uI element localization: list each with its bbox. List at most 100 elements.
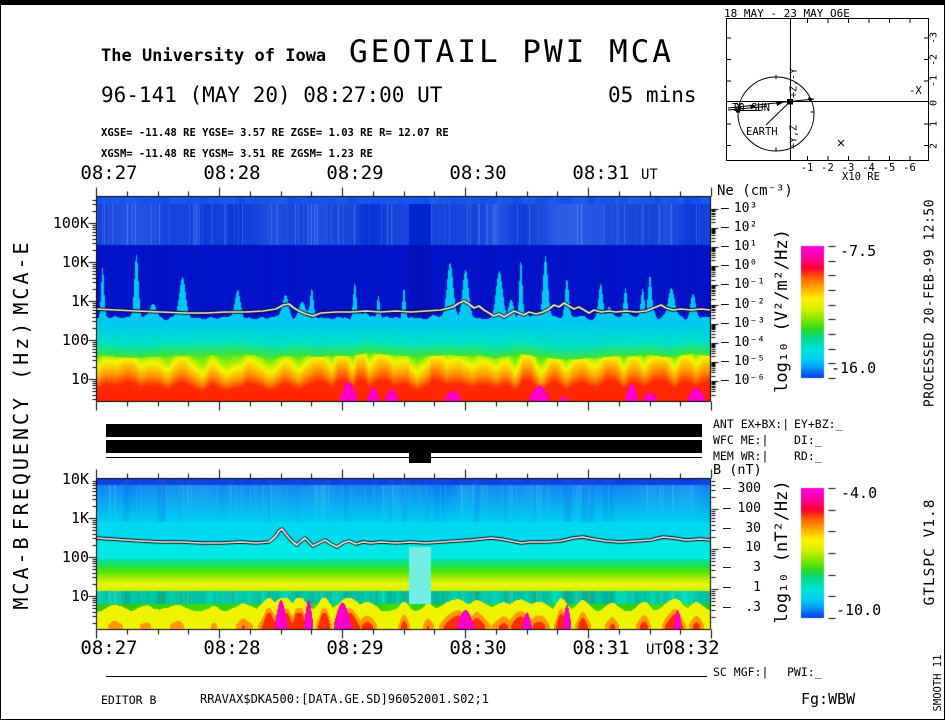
freq-tick-label-b: 100 (61, 548, 89, 566)
freq-tick-label-b: 10K (61, 470, 89, 488)
b-tick: –300 (723, 481, 761, 496)
mca-e-panel-label: MCA-E (9, 239, 33, 315)
b-tick-dash: – (723, 481, 731, 496)
ne-tick-value: 10⁻⁶ (733, 373, 766, 389)
time-label-bottom-end: 08:32 (662, 637, 720, 659)
time-label-bottom: 08:29 (326, 637, 384, 659)
orbit-y-tick: -3 (928, 31, 940, 45)
orbit-x-tick: -4 (862, 162, 875, 174)
ne-tick-dash: – (721, 296, 729, 312)
ne-tick-dash: – (721, 373, 729, 389)
colorbar-e-max: -7.5 (840, 242, 877, 260)
fg-label: Fg:WBW (801, 690, 856, 708)
orbit-plot (726, 18, 929, 161)
time-label-top: 08:28 (203, 162, 261, 184)
colorbar-b-axis-label: log₁₀ (nT²/Hz) (772, 480, 792, 624)
orbit-scale-label: X10 RE (842, 171, 880, 183)
duration-label: 05 mins (608, 83, 697, 107)
ant-status-bar (106, 424, 702, 437)
ne-scale-title: Ne (cm⁻³) (717, 183, 793, 199)
ne-tick: –10³ (721, 201, 757, 216)
to-sun-label: TO SUN (732, 102, 770, 114)
ne-tick-dash: – (721, 219, 729, 235)
b-tick-dash: – (723, 520, 731, 536)
orbit-axis-right-label: -X (909, 85, 922, 97)
b-tick: – .3 (723, 600, 761, 615)
orbit-y-tick: -2 (928, 53, 940, 66)
b-tick-value: 300 (737, 481, 761, 496)
ne-tick: –10⁻⁵ (721, 354, 765, 369)
orbit-x-tick: -2 (821, 162, 834, 174)
mca-b-panel-label: MCA-B (9, 534, 33, 610)
b-tick: –1 (723, 580, 761, 595)
software-version: GTLSPC V1.8 (922, 498, 938, 606)
ant-status-label-2: EY+BZ:_ (794, 417, 843, 431)
ne-tick-value: 10⁻⁴ (733, 334, 766, 350)
coords-gsm: XGSM= -11.48 RE YGSM= 3.51 RE ZGSM= 1.23… (101, 148, 373, 160)
b-tick-value: 1 (753, 580, 761, 595)
b-scale-title: B (nT) (713, 462, 762, 478)
ne-tick-dash: – (721, 354, 729, 370)
ne-tick-dash: – (721, 334, 729, 350)
mem-status-label-2: RD:_ (794, 449, 822, 463)
time-label-top: 08:31 (572, 162, 630, 184)
time-label-bottom: 08:28 (203, 637, 261, 659)
freq-tick-label-e: 10K (61, 253, 89, 271)
bottom-border (1, 1, 944, 5)
ne-tick: –10⁰ (721, 258, 757, 273)
wfc-status-label: WFC ME:| (713, 433, 769, 447)
wfc-status-bar (106, 440, 702, 453)
time-label-bottom: 08:30 (449, 637, 507, 659)
editor-label: EDITOR B (101, 693, 157, 707)
mem-status-label: MEM WR:| (713, 449, 769, 463)
ne-tick-dash: – (721, 200, 729, 216)
freq-tick-label-b: 10 (70, 587, 89, 605)
mem-status-line (106, 457, 702, 458)
orbit-y-tick: 0 (928, 99, 940, 106)
orbit-y-tick: 2 (928, 142, 940, 149)
b-tick: –3 (723, 560, 761, 575)
orbit-axis-bottom-label: +Y,Z (788, 124, 800, 150)
ne-tick: –10⁻² (721, 297, 765, 312)
colorbar-b-min: -10.0 (836, 601, 882, 619)
orbit-x-tick: -1 (800, 162, 814, 174)
earth-marker (734, 97, 814, 113)
ne-tick-value: 10⁻³ (733, 315, 766, 331)
b-tick-dash: – (723, 560, 731, 576)
b-tick-value: 30 (745, 520, 761, 536)
b-tick: –10 (723, 540, 761, 555)
ne-tick: –10⁻⁴ (721, 335, 765, 350)
colorbar-e-min: -16.0 (831, 359, 877, 377)
orbit-date-range: 18 MAY - 23 MAY O6E (724, 7, 850, 20)
freq-tick-label-e: 100 (61, 331, 89, 349)
processed-timestamp: PROCESSED 20-FEB-99 12:50 (922, 198, 938, 408)
sc-status-line (106, 676, 707, 677)
ne-tick-dash: – (721, 238, 729, 254)
freq-tick-label-e: 1K (70, 292, 89, 310)
ne-tick-value: 10⁻¹ (733, 277, 766, 293)
time-label-top: 08:27 (80, 162, 138, 184)
institution-label: The University of Iowa (101, 46, 327, 66)
ne-tick-value: 10² (733, 219, 758, 235)
ne-tick: –10² (721, 220, 757, 235)
orbit-x-tick: -6 (903, 162, 916, 174)
time-label-top: 08:29 (326, 162, 384, 184)
orbit-x-tick: -5 (882, 162, 896, 174)
coords-gse: XGSE= -11.48 RE YGSE= 3.57 RE ZGSE= 1.03… (101, 127, 449, 139)
b-tick-value: .3 (745, 599, 761, 615)
ut-label-bottom: UT (646, 642, 663, 658)
ne-tick-value: 10⁰ (733, 258, 758, 274)
b-tick-dash: – (723, 580, 731, 595)
orbit-x-tick: -3 (841, 162, 855, 174)
date-time-label: 96-141 (MAY 20) 08:27:00 UT (101, 83, 443, 107)
ne-tick-value: 10⁻⁵ (733, 354, 766, 370)
b-tick: –100 (723, 501, 761, 516)
smooth-label: SMOOTH 11 (932, 654, 944, 712)
time-label-bottom: 08:27 (80, 637, 138, 659)
colorbar-e-axis-label: log₁₀ (V²/m²/Hz) (772, 229, 792, 393)
ut-label-top: UT (641, 167, 658, 183)
ne-tick-value: 10³ (733, 200, 758, 216)
orbit-y-tick: 1 (928, 120, 940, 128)
ne-tick-dash: – (721, 277, 729, 293)
